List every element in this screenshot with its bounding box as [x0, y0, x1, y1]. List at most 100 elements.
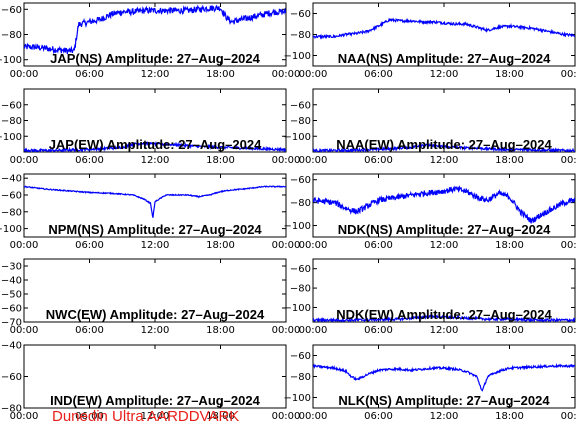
x-tick-label: 06:00 [75, 155, 104, 166]
x-tick-label: 12:00 [141, 240, 170, 251]
x-tick-label: 18:00 [495, 69, 524, 80]
x-tick-label: 12:00 [141, 69, 170, 80]
series-line [313, 362, 575, 392]
y-tick-label: −80 [1, 30, 22, 41]
panel-5: −100 −80 −60 00:00 06:00 12:00 18:00 00:00 NDK(N… [284, 173, 576, 251]
y-tick-label: −40 [1, 174, 22, 185]
y-tick-label: −100 [0, 132, 22, 143]
y-tick-label: −60 [290, 175, 311, 186]
x-tick-label: 06:00 [75, 69, 104, 80]
panel-title: NAA(EW) Amplitude: 27–Aug–2024 [336, 137, 552, 152]
series-line [313, 185, 575, 224]
x-tick-label: 12:00 [141, 325, 170, 336]
y-tick-label: −100 [284, 221, 311, 232]
x-tick-label: 00:00 [272, 69, 301, 80]
x-tick-label: 06:00 [364, 155, 393, 166]
x-tick-label: 18:00 [206, 69, 235, 80]
panel-title: NDK(NS) Amplitude: 27–Aug–2024 [338, 222, 551, 237]
x-tick-label: 00:00 [561, 155, 576, 166]
x-tick-label: 12:00 [430, 69, 459, 80]
x-tick-label: 12:00 [430, 155, 459, 166]
y-tick-label: −60 [1, 5, 22, 16]
y-tick-label: −60 [1, 372, 22, 383]
panel-title: NPM(NS) Amplitude: 27–Aug–2024 [48, 222, 262, 237]
x-tick-label: 12:00 [141, 411, 170, 422]
x-tick-label: 18:00 [206, 240, 235, 251]
y-tick-label: −60 [290, 100, 311, 111]
panel-title: NWC(EW) Amplitude: 27–Aug–2024 [46, 307, 265, 322]
series-line [24, 4, 286, 55]
x-tick-label: 18:00 [206, 411, 235, 422]
x-tick-label: 06:00 [364, 240, 393, 251]
x-tick-label: 12:00 [430, 411, 459, 422]
x-tick-label: 00:00 [10, 155, 39, 166]
y-tick-label: −60 [1, 100, 22, 111]
x-tick-label: 00:00 [10, 325, 39, 336]
panel-title: NLK(NS) Amplitude: 27–Aug–2024 [338, 393, 550, 408]
panel-title: NAA(NS) Amplitude: 27–Aug–2024 [338, 51, 551, 66]
x-tick-label: 00:00 [10, 240, 39, 251]
x-tick-label: 12:00 [430, 325, 459, 336]
y-tick-label: −100 [0, 224, 22, 235]
series-line [313, 313, 575, 322]
x-tick-label: 00:00 [272, 325, 301, 336]
panel-7: −100 −80 −60 00:00 06:00 12:00 18:00 00:00 NDK(E… [284, 258, 576, 336]
x-tick-label: 12:00 [141, 155, 170, 166]
x-tick-label: 06:00 [75, 325, 104, 336]
panel-2: −100 −80 −60 00:00 06:00 12:00 18:00 00:00 JAP(E… [0, 88, 300, 166]
y-tick-label: −100 [284, 51, 311, 62]
x-tick-label: 06:00 [75, 411, 104, 422]
x-tick-label: 00:00 [561, 325, 576, 336]
series-line [313, 17, 575, 40]
x-tick-label: 06:00 [364, 69, 393, 80]
panel-0: −100 −80 −60 00:00 06:00 12:00 18:00 00:00 JAP(N… [0, 2, 301, 80]
y-tick-label: −100 [0, 55, 22, 66]
x-tick-label: 00:00 [299, 325, 328, 336]
series-line [24, 140, 286, 152]
series-line [313, 143, 575, 152]
x-tick-label: 00:00 [299, 240, 328, 251]
y-tick-label: −60 [290, 9, 311, 20]
panel-3: −100 −80 −60 00:00 06:00 12:00 18:00 00:00 NAA(E… [284, 88, 576, 166]
panel-title: JAP(NS) Amplitude: 27–Aug–2024 [50, 51, 261, 66]
y-tick-label: −70 [1, 318, 22, 329]
panel-4: −100 −80 −60 −40 00:00 06:00 12:00 18:00 00:00 NP… [0, 173, 301, 251]
y-tick-label: −40 [1, 341, 22, 352]
y-tick-label: −40 [1, 276, 22, 287]
x-tick-label: 00:00 [299, 69, 328, 80]
y-tick-label: −60 [290, 351, 311, 362]
x-tick-label: 00:00 [561, 411, 576, 422]
x-tick-label: 00:00 [299, 411, 328, 422]
x-tick-label: 18:00 [206, 155, 235, 166]
x-tick-label: 12:00 [430, 240, 459, 251]
x-tick-label: 00:00 [299, 155, 328, 166]
panel-title: IND(EW) Amplitude: 27–Aug–2024 [50, 393, 260, 408]
x-tick-label: 00:00 [561, 240, 576, 251]
x-tick-label: 18:00 [495, 155, 524, 166]
y-tick-label: −80 [290, 372, 311, 383]
panel-title: NDK(EW) Amplitude: 27–Aug–2024 [336, 307, 552, 322]
x-tick-label: 06:00 [364, 411, 393, 422]
x-tick-label: 00:00 [561, 69, 576, 80]
x-tick-label: 06:00 [364, 325, 393, 336]
y-tick-label: −100 [284, 393, 311, 404]
footer-label: Dunedin Ultra AARDDVARK [52, 408, 240, 425]
panel-9: −100 −80 −60 00:00 06:00 12:00 18:00 00:00 NLK(N… [284, 344, 576, 422]
y-tick-label: −80 [290, 30, 311, 41]
x-tick-label: 00:00 [10, 411, 39, 422]
y-tick-label: −30 [1, 262, 22, 273]
x-tick-label: 00:00 [272, 411, 301, 422]
panel-1: −100 −80 −60 00:00 06:00 12:00 18:00 00:00 NAA(N… [284, 2, 576, 80]
panel-title: JAP(EW) Amplitude: 27–Aug–2024 [49, 137, 262, 152]
y-tick-label: −100 [284, 132, 311, 143]
x-tick-label: 00:00 [272, 240, 301, 251]
x-tick-label: 00:00 [10, 69, 39, 80]
y-tick-label: −60 [1, 191, 22, 202]
y-tick-label: −60 [290, 264, 311, 275]
panel-8: −80 −60 −40 00:00 06:00 12:00 18:00 00:00 IND(EW… [1, 341, 301, 423]
x-tick-label: 18:00 [495, 411, 524, 422]
panel-6: −70 −60 −50 −40 −30 00:00 06:00 12:00 18:00 00:00… [1, 258, 301, 336]
x-tick-label: 18:00 [206, 325, 235, 336]
y-tick-label: −80 [290, 284, 311, 295]
